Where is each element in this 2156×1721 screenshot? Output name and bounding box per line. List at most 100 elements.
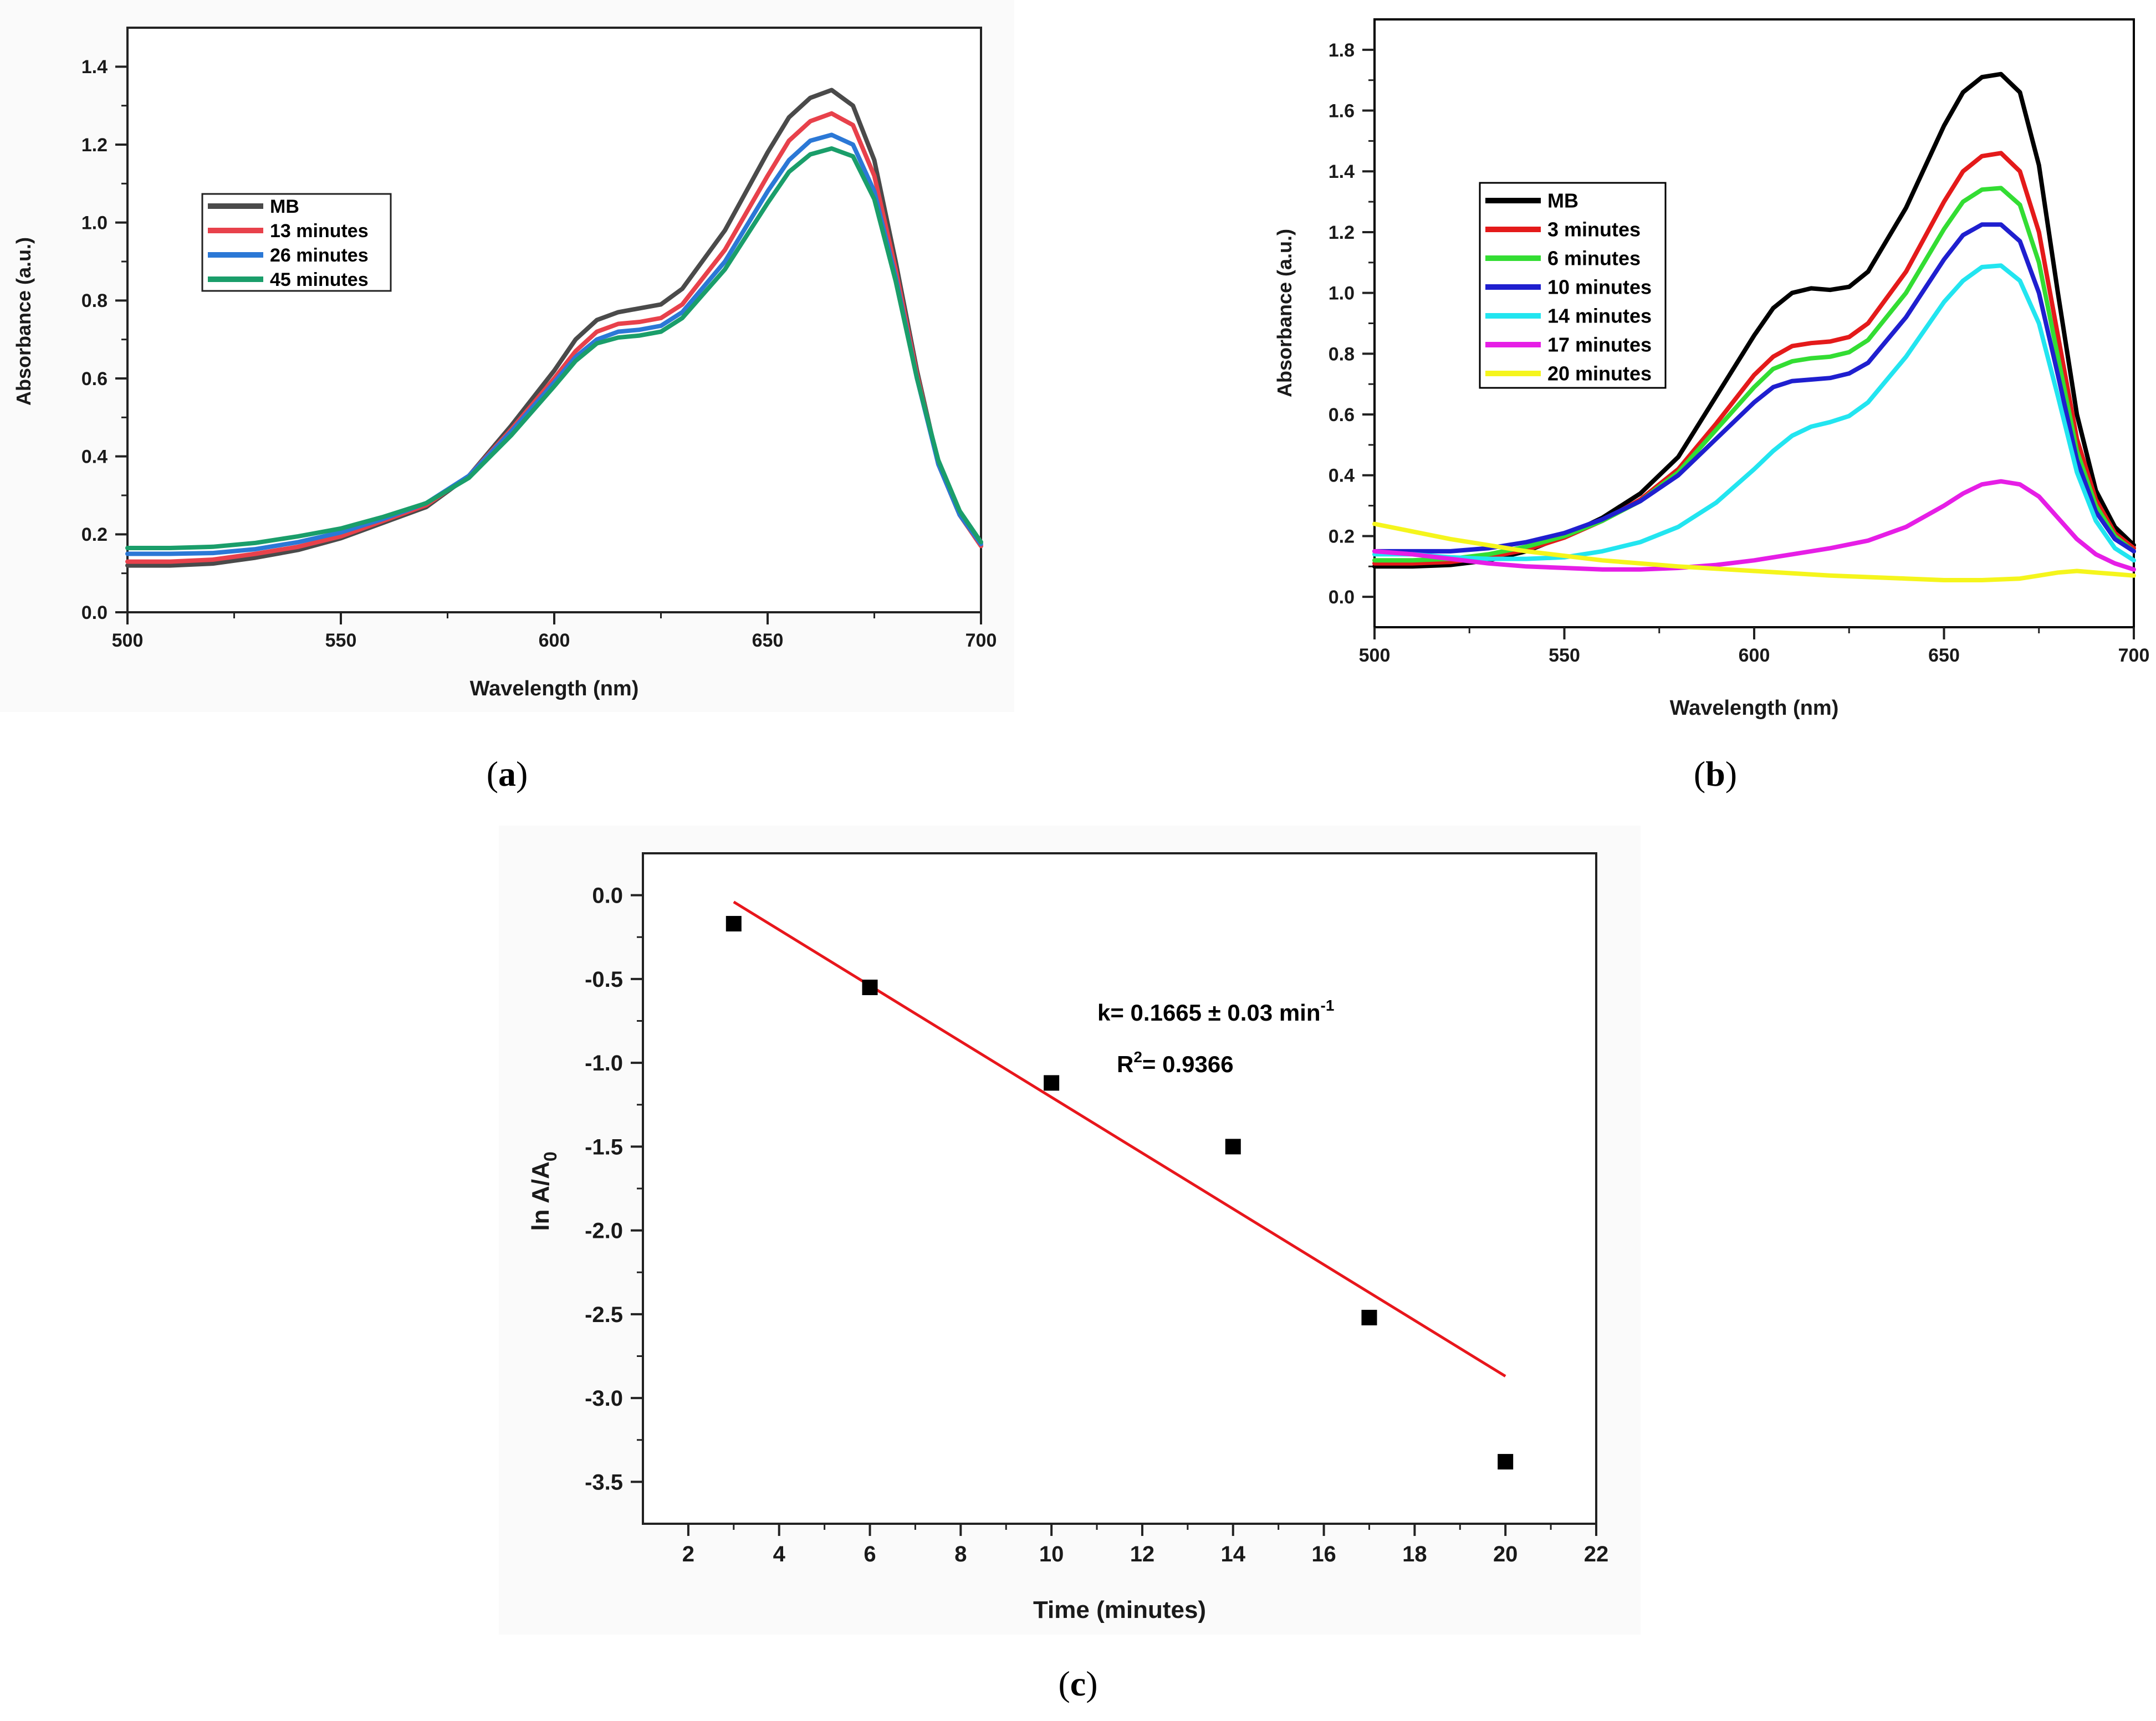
panel-b-x-axis-title: Wavelength (nm) xyxy=(1670,696,1839,720)
y-tick-label: 1.2 xyxy=(1329,222,1355,243)
x-tick-label: 700 xyxy=(2118,645,2150,666)
legend-label-6-minutes: 6 minutes xyxy=(1547,247,1641,270)
panel-c-label: c xyxy=(1070,1664,1086,1703)
panel-c-points xyxy=(726,916,1514,1470)
data-point xyxy=(726,916,742,932)
r-squared-r: R xyxy=(1117,1051,1133,1077)
series-line-mb xyxy=(125,88,983,568)
svg-text:(b): (b) xyxy=(1694,754,1737,793)
r-squared-exponent: 2 xyxy=(1133,1048,1142,1066)
legend-label-mb: MB xyxy=(270,196,299,217)
x-tick-label: 2 xyxy=(682,1542,694,1566)
legend-label-10-minutes: 10 minutes xyxy=(1547,276,1652,299)
y-tick-label: 1.0 xyxy=(81,213,108,234)
x-tick-label: 14 xyxy=(1221,1542,1246,1566)
y-tick-label: -3.5 xyxy=(585,1470,623,1494)
series-line-20-minutes xyxy=(1372,521,2136,582)
rate-constant-exponent: -1 xyxy=(1321,997,1335,1014)
series-line-13-minutes xyxy=(125,111,983,564)
data-point xyxy=(1361,1309,1377,1325)
panel-a-x-axis-title: Wavelength (nm) xyxy=(470,677,639,700)
panel-c-y-axis-subscript: 0 xyxy=(540,1151,560,1161)
y-tick-label: 0.8 xyxy=(81,290,108,311)
panel-c-x-axis-title: Time (minutes) xyxy=(1033,1596,1206,1623)
y-tick-label: 0.0 xyxy=(592,884,623,908)
series-line-45-minutes xyxy=(125,146,983,550)
x-tick-label: 650 xyxy=(752,630,784,651)
y-tick-label: -1.0 xyxy=(585,1051,623,1075)
legend-label-26-minutes: 26 minutes xyxy=(270,245,369,266)
legend-label-3-minutes: 3 minutes xyxy=(1547,218,1641,241)
series-line-14-minutes xyxy=(1372,263,2136,563)
svg-text:(a): (a) xyxy=(487,754,528,793)
y-tick-label: 1.4 xyxy=(1329,161,1355,182)
x-tick-label: 22 xyxy=(1584,1542,1609,1566)
series-line-17-minutes xyxy=(1372,479,2136,572)
y-tick-label: -2.5 xyxy=(585,1303,623,1327)
y-tick-label: 0.4 xyxy=(1329,465,1355,486)
y-tick-label: -1.5 xyxy=(585,1135,623,1159)
panel-b-legend: MB 3 minutes 6 minutes 10 minutes 14 minutes… xyxy=(1479,182,1667,389)
data-point xyxy=(1498,1454,1514,1470)
x-tick-label: 500 xyxy=(112,630,144,651)
x-tick-label: 500 xyxy=(1359,645,1391,666)
panel-c: 2 4 6 8 10 12 14 16 18 20 220.0-0.5-1.0-1.5-2.0-2.… xyxy=(499,826,1641,1703)
panel-b-series xyxy=(1372,71,2136,582)
y-tick-label: 1.8 xyxy=(1329,40,1355,61)
legend-label-mb: MB xyxy=(1547,189,1578,212)
x-tick-label: 20 xyxy=(1493,1542,1518,1566)
x-tick-label: 550 xyxy=(325,630,357,651)
panel-b-label: b xyxy=(1705,754,1725,793)
panel-a: 500 550 600 650 7000.00.20.40.60.81.01.21.4 … xyxy=(0,0,1014,793)
svg-text:k= 0.1665 ± 0.03 min-1: k= 0.1665 ± 0.03 min-1 xyxy=(1097,997,1334,1026)
panel-a-plot-area xyxy=(126,27,982,613)
panel-b: 500 550 600 650 700 0.0 0.2 0.4 0.6 0.8 1.0 1.2 1.4 1… xyxy=(1273,18,2150,793)
y-tick-label: 0.0 xyxy=(1329,587,1355,608)
panel-c-ticks: 2 4 6 8 10 12 14 16 18 20 22 0.0 -0.5 -1.0 -1.5 -2.0 -2.… xyxy=(585,884,1608,1566)
panel-c-y-axis-title: ln A/A xyxy=(527,1161,554,1231)
r-squared-value: = 0.9366 xyxy=(1142,1051,1234,1077)
panel-c-plot-area xyxy=(642,852,1597,1525)
x-tick-label: 550 xyxy=(1549,645,1580,666)
legend-label-17-minutes: 17 minutes xyxy=(1547,334,1652,356)
y-tick-label: 0.2 xyxy=(1329,526,1355,547)
rate-constant-label: k= 0.1665 ± 0.03 min xyxy=(1097,1000,1321,1026)
y-tick-label: 0.0 xyxy=(81,602,108,623)
svg-text:(c): (c) xyxy=(1058,1664,1097,1703)
x-tick-label: 18 xyxy=(1402,1542,1427,1566)
y-tick-label: 0.6 xyxy=(1329,404,1355,426)
y-tick-label: 0.6 xyxy=(81,368,108,390)
series-line-6-minutes xyxy=(1372,186,2136,563)
svg-text:R2= 0.9366: R2= 0.9366 xyxy=(1117,1048,1234,1077)
x-tick-label: 10 xyxy=(1039,1542,1064,1566)
y-tick-label: 1.4 xyxy=(81,57,108,78)
legend-label-45-minutes: 45 minutes xyxy=(270,269,369,290)
panel-a-legend: MB 13 minutes 26 minutes 45 minutes xyxy=(201,193,392,292)
data-point xyxy=(1044,1075,1060,1091)
legend-label-14-minutes: 14 minutes xyxy=(1547,305,1652,327)
x-tick-label: 650 xyxy=(1928,645,1960,666)
y-tick-label: -3.0 xyxy=(585,1386,623,1411)
panel-a-ticks: 500 550 600 650 700 0.0 0.2 0.4 0.6 0.8 1.0 1.2 1.4 xyxy=(81,57,997,651)
x-tick-label: 600 xyxy=(1739,645,1770,666)
y-tick-label: 1.0 xyxy=(1329,283,1355,304)
legend-label-20-minutes: 20 minutes xyxy=(1547,362,1652,385)
legend-label-13-minutes: 13 minutes xyxy=(270,221,369,242)
x-tick-label: 600 xyxy=(539,630,570,651)
panel-b-y-axis-title: Absorbance (a.u.) xyxy=(1273,229,1296,397)
x-tick-label: 6 xyxy=(864,1542,876,1566)
y-tick-label: 0.8 xyxy=(1329,344,1355,365)
series-line-10-minutes xyxy=(1372,222,2136,554)
panel-a-label: a xyxy=(498,754,516,793)
data-point xyxy=(1225,1139,1241,1155)
panel-b-ticks: 500 550 600 650 700 0.0 0.2 0.4 0.6 0.8 1.0 1.2 1.4 1… xyxy=(1329,40,2150,666)
y-tick-label: 1.6 xyxy=(1329,100,1355,121)
x-tick-label: 4 xyxy=(773,1542,786,1566)
data-point xyxy=(862,980,878,995)
x-tick-label: 12 xyxy=(1130,1542,1155,1566)
y-tick-label: 0.2 xyxy=(81,524,108,545)
panel-a-series xyxy=(125,88,983,568)
y-tick-label: -0.5 xyxy=(585,967,623,992)
y-tick-label: 1.2 xyxy=(81,135,108,156)
